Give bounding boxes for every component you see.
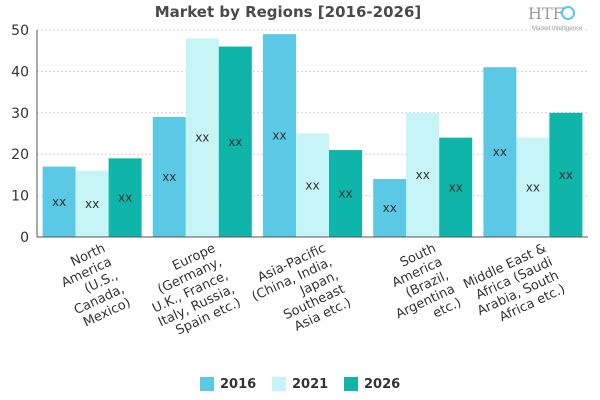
bar-data-label: xx xyxy=(228,135,242,149)
bar-data-label: xx xyxy=(493,145,507,159)
logo-subtext: Market Intelligence xyxy=(532,26,583,32)
bar-data-label: xx xyxy=(559,168,573,182)
bar-2016 xyxy=(263,34,296,237)
bar-data-label: xx xyxy=(338,187,352,201)
y-tick-label: 20 xyxy=(11,147,29,163)
category-labels: NorthAmerica(U.S.,Canada,Mexico)Europe(G… xyxy=(59,241,567,339)
globe-icon xyxy=(561,6,575,20)
y-tick-label: 40 xyxy=(11,64,29,80)
bar-data-label: xx xyxy=(383,201,397,215)
axes xyxy=(36,30,588,238)
bar-2026 xyxy=(329,150,362,237)
bar-2026 xyxy=(439,137,473,237)
bar-2026 xyxy=(108,158,142,237)
legend-swatch-2021 xyxy=(272,377,286,391)
legend: 2016 2021 2026 xyxy=(200,377,400,392)
x-category-label: Asia-Pacific(China, India,Japan,Southeas… xyxy=(250,241,354,335)
bar-2026 xyxy=(218,46,252,238)
htf-logo: HTF Market Intelligence xyxy=(528,4,583,32)
y-tick-label: 30 xyxy=(11,106,29,122)
bar-data-label: xx xyxy=(85,197,99,211)
bar-2016 xyxy=(373,179,407,237)
bar-data-label: xx xyxy=(416,168,430,182)
x-category-label: Europe(Germany,U.K., France,Italy, Russi… xyxy=(150,241,243,339)
logo-text: HTF xyxy=(528,4,564,23)
bar-data-label: xx xyxy=(195,131,209,145)
legend-label: 2026 xyxy=(364,377,400,392)
legend-swatch-2026 xyxy=(344,377,358,391)
legend-label: 2021 xyxy=(292,377,328,392)
bar-2021 xyxy=(75,170,109,237)
y-axis-ticks: 0 10 20 30 40 50 xyxy=(11,23,29,246)
bar-2026 xyxy=(549,112,583,237)
bar-2016 xyxy=(42,166,76,237)
bar-data-label: xx xyxy=(305,178,319,192)
legend-label: 2016 xyxy=(220,377,256,392)
bar-2021 xyxy=(406,112,440,237)
y-tick-label: 0 xyxy=(20,230,29,246)
bar-2016 xyxy=(483,67,517,237)
bar-data-label: xx xyxy=(272,129,286,143)
y-tick-label: 50 xyxy=(11,23,29,39)
bar-2021 xyxy=(185,38,219,237)
bar-data-label: xx xyxy=(162,170,176,184)
bar-data-label: xx xyxy=(52,195,66,209)
bar-2016 xyxy=(152,116,186,237)
bar-data-label: xx xyxy=(118,191,132,205)
legend-swatch-2016 xyxy=(200,377,214,391)
y-tick-label: 10 xyxy=(11,189,29,205)
bar-2021 xyxy=(516,137,550,237)
chart-title: Market by Regions [2016-2026] xyxy=(155,3,422,21)
bar-data-label: xx xyxy=(449,180,463,194)
bars xyxy=(42,34,583,238)
bar-data-label: xx xyxy=(526,180,540,194)
bar-2021 xyxy=(296,133,329,237)
data-labels: xx xx xx xx xx xx xx xx xx xx xx xx xx xx xx xyxy=(52,129,573,215)
